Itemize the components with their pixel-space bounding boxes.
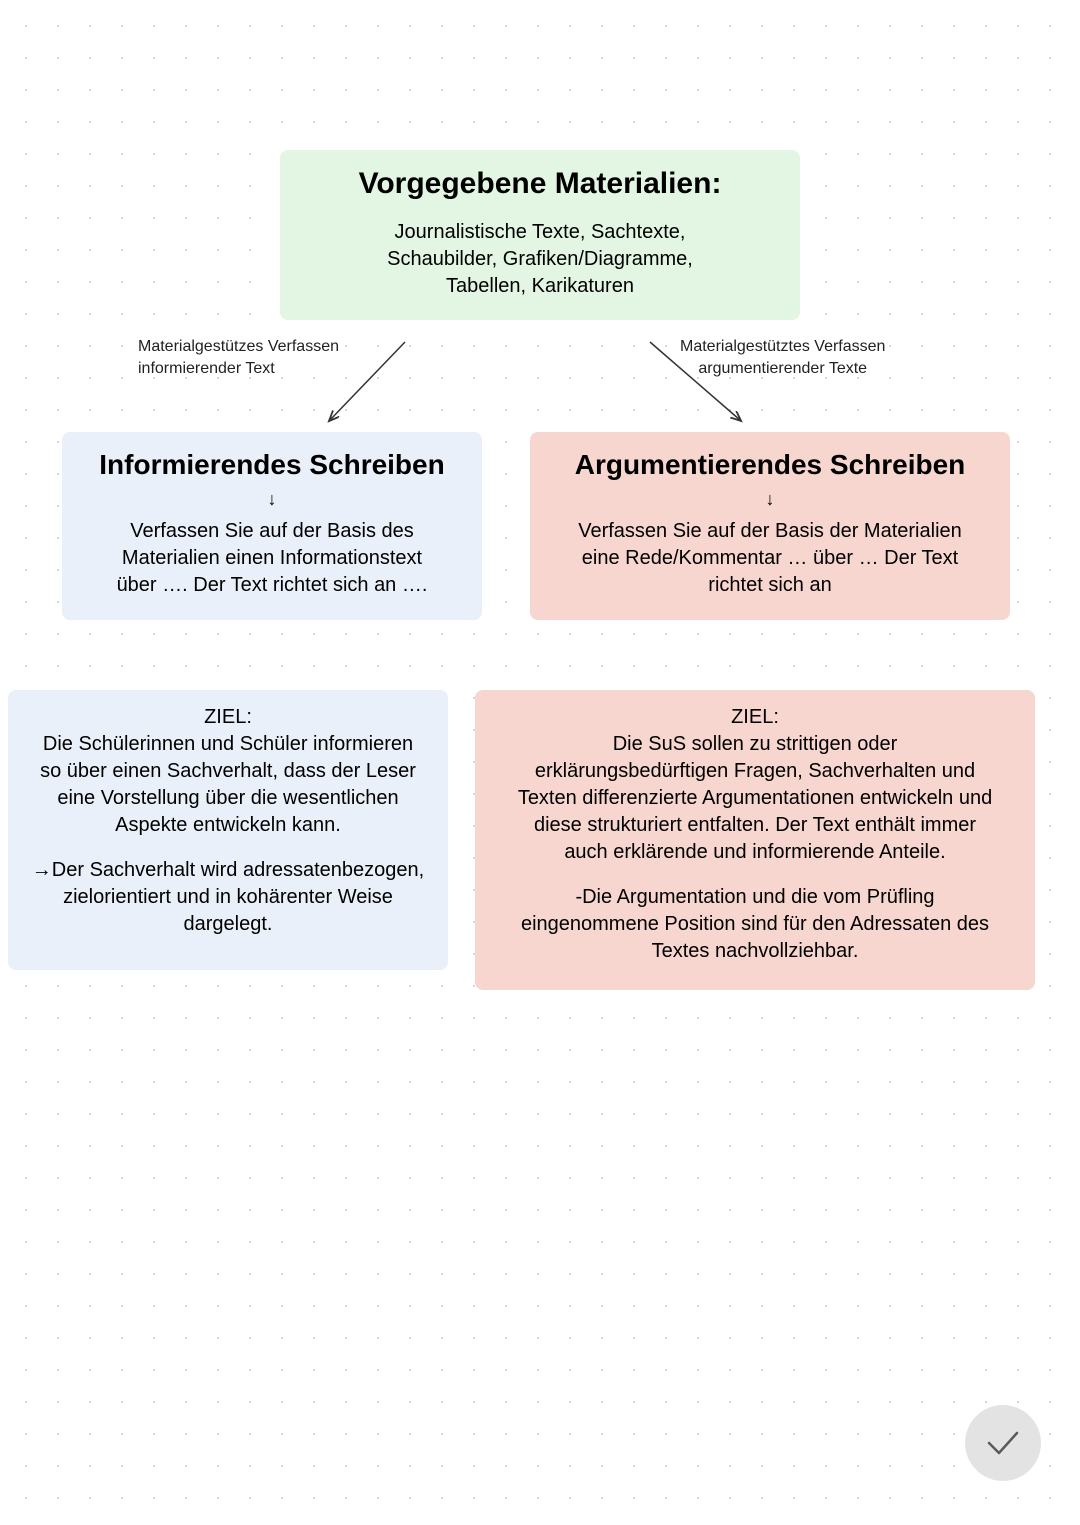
- informing-title: Informierendes Schreiben: [80, 446, 464, 484]
- down-arrow-icon: ↓: [548, 490, 992, 508]
- informing-goal-box: ZIEL: Die Schülerinnen und Schüler infor…: [8, 690, 448, 970]
- goal-heading: ZIEL:: [26, 704, 430, 731]
- right-connector-label: Materialgestütztes Verfassen argumentier…: [680, 336, 885, 379]
- checkmark-icon: [965, 1405, 1041, 1481]
- goal-body: Die Schülerinnen und Schüler informieren…: [26, 731, 430, 839]
- informing-body: Verfassen Sie auf der Basis des Material…: [80, 518, 464, 599]
- arguing-body: Verfassen Sie auf der Basis der Material…: [548, 518, 992, 599]
- left-connector-label: Materialgestützes Verfassen informierend…: [138, 336, 339, 379]
- goal-body: Die SuS sollen zu strittigen oder erklär…: [493, 731, 1017, 866]
- arguing-goal-box: ZIEL: Die SuS sollen zu strittigen oder …: [475, 690, 1035, 990]
- arguing-heading-box: Argumentierendes Schreiben ↓ Verfassen S…: [530, 432, 1010, 620]
- informing-heading-box: Informierendes Schreiben ↓ Verfassen Sie…: [62, 432, 482, 620]
- goal-sub: →Der Sachverhalt wird adressatenbezogen,…: [26, 857, 430, 938]
- goal-heading: ZIEL:: [493, 704, 1017, 731]
- goal-sub: -Die Argumentation und die vom Prüfling …: [493, 884, 1017, 965]
- down-arrow-icon: ↓: [80, 490, 464, 508]
- arrow-to-left-box: [330, 342, 405, 420]
- materials-box: Vorgegebene Materialien: Journalistische…: [280, 150, 800, 320]
- arguing-title: Argumentierendes Schreiben: [548, 446, 992, 484]
- materials-title: Vorgegebene Materialien:: [298, 164, 782, 205]
- materials-body: Journalistische Texte, Sachtexte, Schaub…: [298, 219, 782, 300]
